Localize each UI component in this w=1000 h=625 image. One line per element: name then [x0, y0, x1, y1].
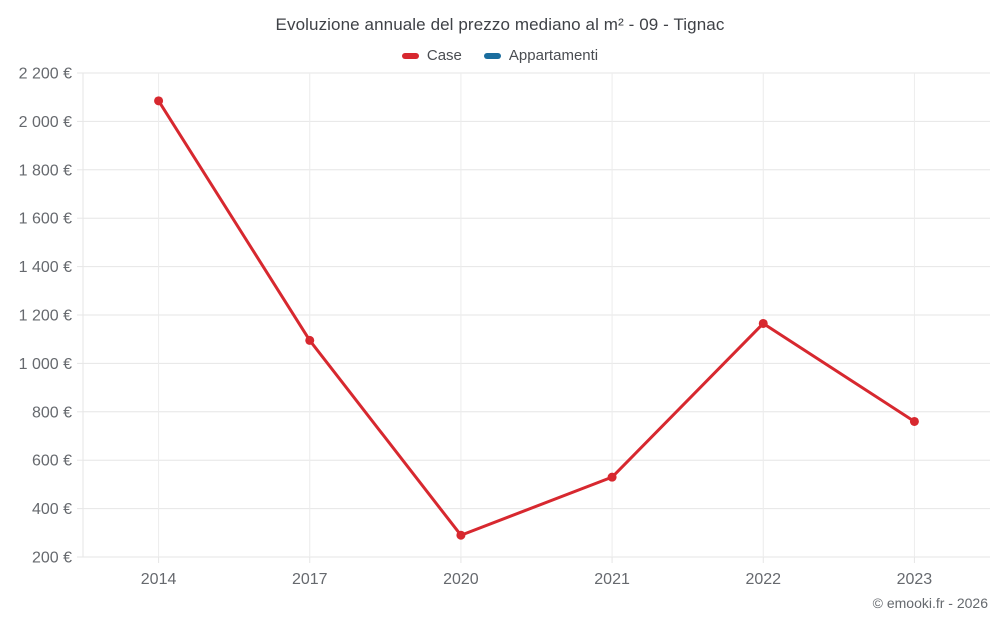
- legend-label-appartamenti: Appartamenti: [508, 47, 599, 64]
- legend-label-case: Case: [426, 47, 462, 64]
- x-axis-label: 2014: [141, 571, 177, 588]
- data-point-case-2014[interactable]: [154, 96, 164, 106]
- series-line-case: [157, 99, 916, 537]
- y-axis-label: 800 €: [32, 404, 72, 421]
- y-axis-label: 1 600 €: [19, 211, 72, 228]
- y-axis-label: 600 €: [32, 453, 72, 470]
- y-axis-label: 2 200 €: [19, 66, 72, 83]
- y-axis-label: 200 €: [32, 550, 72, 567]
- y-axis-label: 1 000 €: [19, 356, 72, 373]
- y-axis-label: 1 200 €: [19, 308, 72, 325]
- case-series-swatch-icon: [401, 52, 419, 59]
- legend: Case Appartamenti: [0, 47, 1000, 64]
- y-axis-label: 400 €: [32, 501, 72, 518]
- x-axis-label: 2022: [745, 571, 781, 588]
- x-axis-label: 2017: [292, 571, 328, 588]
- y-axis-label: 1 400 €: [19, 259, 72, 276]
- data-point-case-2020[interactable]: [456, 530, 466, 540]
- legend-item-appartamenti[interactable]: Appartamenti: [483, 47, 599, 64]
- copyright-credit[interactable]: © emooki.fr - 2026: [872, 595, 988, 611]
- legend-item-case[interactable]: Case: [401, 47, 462, 64]
- data-point-case-2022[interactable]: [758, 318, 768, 328]
- y-axis-label: 1 800 €: [19, 162, 72, 179]
- x-axis-label: 2021: [594, 571, 630, 588]
- appartamenti-series-swatch-icon: [483, 52, 501, 59]
- y-axis-label: 2 000 €: [19, 114, 72, 131]
- x-axis-label: 2020: [443, 571, 479, 588]
- data-point-case-2017[interactable]: [305, 335, 315, 345]
- data-point-case-2023[interactable]: [909, 416, 919, 426]
- data-point-case-2021[interactable]: [607, 472, 617, 482]
- chart-title: Evoluzione annuale del prezzo mediano al…: [275, 15, 725, 34]
- x-axis-label: 2023: [897, 571, 933, 588]
